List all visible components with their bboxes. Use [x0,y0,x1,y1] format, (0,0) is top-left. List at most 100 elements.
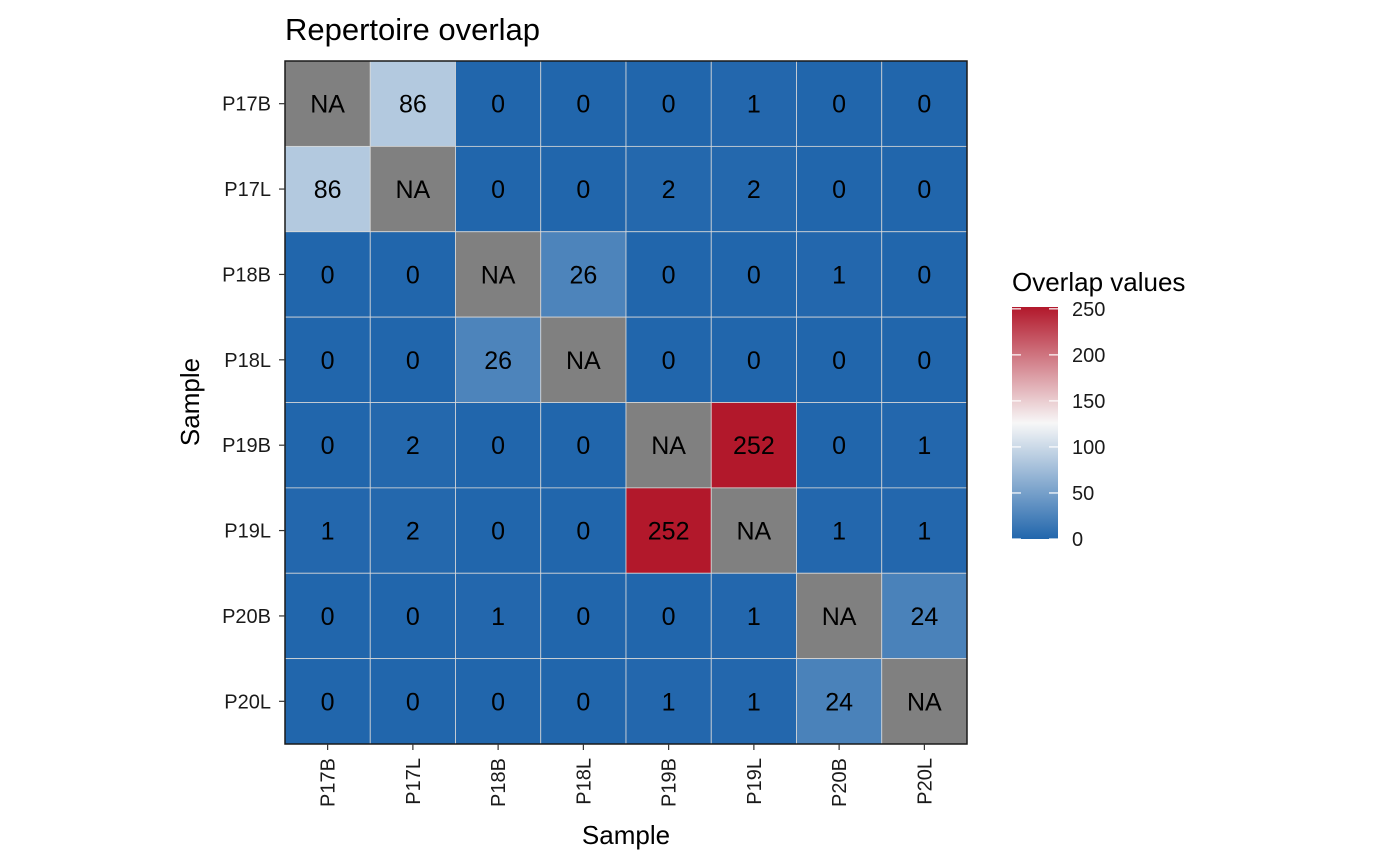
cell-value-label: 0 [576,603,590,631]
cell-value-label: NA [481,261,516,289]
cell-value-label: 86 [399,91,427,119]
legend-tick-label: 50 [1072,483,1094,505]
heatmap-cell [284,60,371,147]
x-tick-label: P17B [318,758,340,807]
cell-value-label: 1 [747,603,761,631]
cell-value-label: 0 [576,432,590,460]
heatmap-cell [796,402,883,489]
cell-value-label: 1 [747,91,761,119]
legend-tick-label: 150 [1072,391,1105,413]
heatmap-cell [540,316,627,403]
cell-value-label: 0 [832,347,846,375]
cell-value-label: 0 [406,347,420,375]
x-tick-label: P20L [914,758,936,805]
heatmap-cell [796,316,883,403]
cell-value-label: NA [396,176,431,204]
cell-value-label: 1 [832,261,846,289]
cell-value-label: 1 [917,518,931,546]
cell-value-label: 0 [491,688,505,716]
y-axis-ticks: P17B P17L P18B P18L P19B P19L P20B P20L [222,94,285,713]
cell-value-label: 0 [662,603,676,631]
cell-value-label: 252 [733,432,775,460]
cell-value-label: 0 [747,347,761,375]
heatmap-cell [540,402,627,489]
heatmap-cell [455,658,542,745]
cell-value-label: 0 [662,261,676,289]
cell-value-label: 0 [576,91,590,119]
cell-value-label: 0 [576,176,590,204]
legend-tick-label: 100 [1072,437,1105,459]
cell-value-label: 26 [484,347,512,375]
chart-title: Repertoire overlap [285,12,540,47]
cell-value-label: 1 [832,518,846,546]
y-tick-label: P19B [222,435,271,457]
cell-value-label: 0 [662,347,676,375]
heatmap-cell [625,60,712,147]
cell-value-label: 0 [832,432,846,460]
heatmap-cell [881,487,968,574]
heatmap-cell [710,145,797,233]
x-tick-label: P17L [403,758,425,805]
cell-value-label: 86 [314,176,342,204]
heatmap-cell [455,487,542,574]
heatmap-cell [710,60,797,147]
heatmap-cell [625,402,712,489]
heatmap-cell [540,231,627,318]
cell-value-label: 0 [321,603,335,631]
heatmap-cell [284,316,371,403]
y-tick-label: P17B [222,94,271,116]
heatmap-cell [796,231,883,318]
cell-value-label: 1 [321,518,335,546]
x-tick-label: P18L [573,758,595,805]
x-tick-label: P20B [829,758,851,807]
y-tick-label: P17L [224,179,271,201]
heatmap-cell [625,658,712,745]
cell-value-label: NA [737,518,772,546]
heatmap-cell [284,572,371,660]
x-tick-label: P19L [744,758,766,805]
cell-value-label: 0 [321,432,335,460]
cell-value-label: 2 [406,432,420,460]
cell-value-label: 1 [662,688,676,716]
heatmap-cell [710,402,797,489]
y-tick-label: P20L [224,691,271,713]
cell-value-label: 0 [662,91,676,119]
cell-value-label: 1 [747,688,761,716]
legend-tick-label: 0 [1072,529,1083,551]
cell-value-label: 2 [662,176,676,204]
heatmap-cell [455,316,542,403]
heatmap-cell [881,402,968,489]
panel-border [284,60,968,745]
cell-value-label: 0 [917,176,931,204]
heatmap-cells [284,60,968,745]
x-axis-ticks: P17B P17L P18B P18L P19B P19L P20B P20L [318,744,936,807]
legend-ticks: 0 50 100 150 200 250 [1012,299,1105,551]
heatmap-cell [455,231,542,318]
heatmap-cell [540,145,627,233]
cell-value-label: NA [566,347,601,375]
heatmap-cell [625,231,712,318]
heatmap-cell [625,572,712,660]
cell-value-label: NA [310,91,345,119]
heatmap-cell [625,145,712,233]
cell-value-label: 0 [832,91,846,119]
heatmap-cell [710,231,797,318]
cell-value-label: 0 [491,176,505,204]
cell-value-label: 0 [321,347,335,375]
cell-value-label: 0 [491,432,505,460]
heatmap-cell [710,658,797,745]
heatmap-cell [796,145,883,233]
heatmap-cell [540,60,627,147]
heatmap-cell [284,231,371,318]
legend-colorbar [1012,307,1058,539]
heatmap-cell [710,572,797,660]
heatmap-cell [369,231,456,318]
cell-value-label: 24 [910,603,938,631]
heatmap-cell [881,145,968,233]
cell-value-label: 0 [747,261,761,289]
y-tick-label: P20B [222,606,271,628]
cell-value-label: 0 [832,176,846,204]
heatmap-cell [796,487,883,574]
cell-value-label: NA [822,603,857,631]
cell-value-label: 2 [747,176,761,204]
